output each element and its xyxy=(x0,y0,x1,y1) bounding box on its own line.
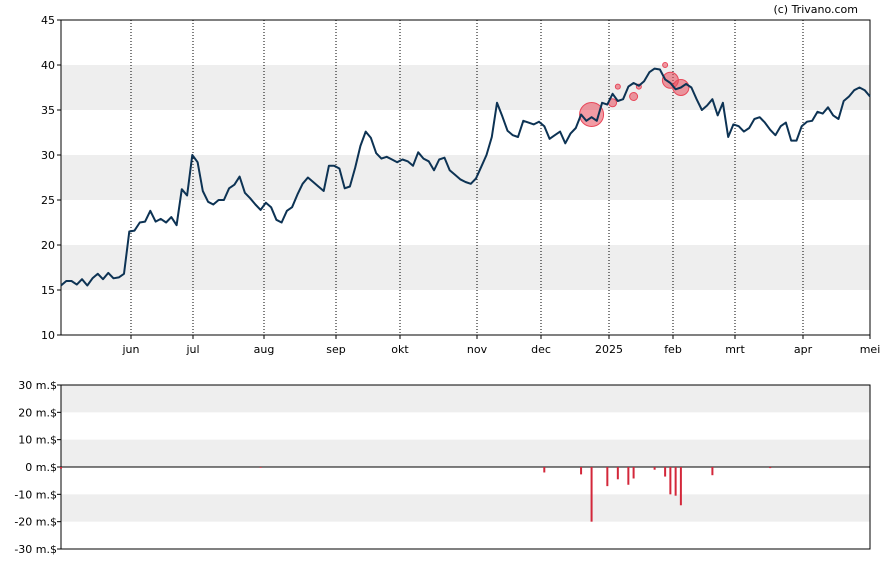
x-tick-label: feb xyxy=(664,343,682,356)
volume-bar xyxy=(60,467,62,469)
y-tick-label: 20 m.$ xyxy=(18,406,57,419)
x-tick-label: aug xyxy=(254,343,275,356)
volume-bar xyxy=(259,467,262,468)
volume-bar xyxy=(632,467,635,479)
transaction-bubble xyxy=(614,83,621,90)
credit-text: (c) Trivano.com xyxy=(773,3,858,16)
x-tick-label: jul xyxy=(185,343,199,356)
grid-band xyxy=(61,65,870,110)
volume-bar xyxy=(674,467,677,496)
x-tick-label: nov xyxy=(467,343,488,356)
y-tick-label: 20 xyxy=(41,239,55,252)
price-chart-panel: jun jul aug sep okt nov dec 2025 feb mrt apr mei101… xyxy=(41,14,880,356)
volume-bar xyxy=(627,467,630,485)
x-tick-label: okt xyxy=(391,343,409,356)
volume-bar xyxy=(606,467,609,487)
volume-bar xyxy=(769,467,772,469)
grid-band xyxy=(61,155,870,200)
x-tick-label: 2025 xyxy=(595,343,623,356)
transaction-bubble xyxy=(629,92,639,101)
y-tick-label: 45 xyxy=(41,14,55,27)
volume-bar xyxy=(590,467,593,522)
y-tick-label: -10 m.$ xyxy=(14,488,57,501)
x-tick-label: dec xyxy=(531,343,551,356)
x-tick-label: jun xyxy=(122,343,140,356)
y-tick-label: -20 m.$ xyxy=(14,516,57,529)
grid-band xyxy=(61,494,870,522)
y-tick-label: 10 m.$ xyxy=(18,434,57,447)
y-tick-label: -30 m.$ xyxy=(14,543,57,556)
grid-band xyxy=(61,439,870,467)
y-tick-label: 25 xyxy=(41,194,55,207)
y-tick-label: 40 xyxy=(41,59,55,72)
volume-bar xyxy=(616,467,619,480)
x-tick-label: mrt xyxy=(725,343,745,356)
y-tick-label: 30 m.$ xyxy=(18,379,57,392)
x-tick-label: apr xyxy=(794,343,813,356)
volume-bar xyxy=(669,467,672,495)
volume-bar xyxy=(580,467,583,475)
grid-band xyxy=(61,385,870,413)
grid-band xyxy=(61,245,870,290)
transaction-bubble xyxy=(662,62,669,68)
transaction-bubble xyxy=(579,102,605,127)
volume-bar xyxy=(653,467,656,470)
y-tick-label: 15 xyxy=(41,284,55,297)
y-tick-label: 35 xyxy=(41,104,55,117)
volume-bar xyxy=(543,467,546,473)
y-tick-label: 10 xyxy=(41,329,55,342)
volume-bar xyxy=(679,467,682,506)
price-line xyxy=(60,67,871,287)
volume-bar xyxy=(711,467,714,476)
x-tick-label: sep xyxy=(326,343,345,356)
y-tick-label: 30 xyxy=(41,149,55,162)
x-tick-label: mei xyxy=(860,343,881,356)
plot-frame xyxy=(60,19,871,336)
volume-chart-panel: -30 m.$ -20 m.$ -10 m.$ 0 m.$ 10 m.$ 20 m.$ 30… xyxy=(14,379,871,556)
volume-bar xyxy=(664,467,667,477)
y-tick-label: 0 m.$ xyxy=(25,461,57,474)
